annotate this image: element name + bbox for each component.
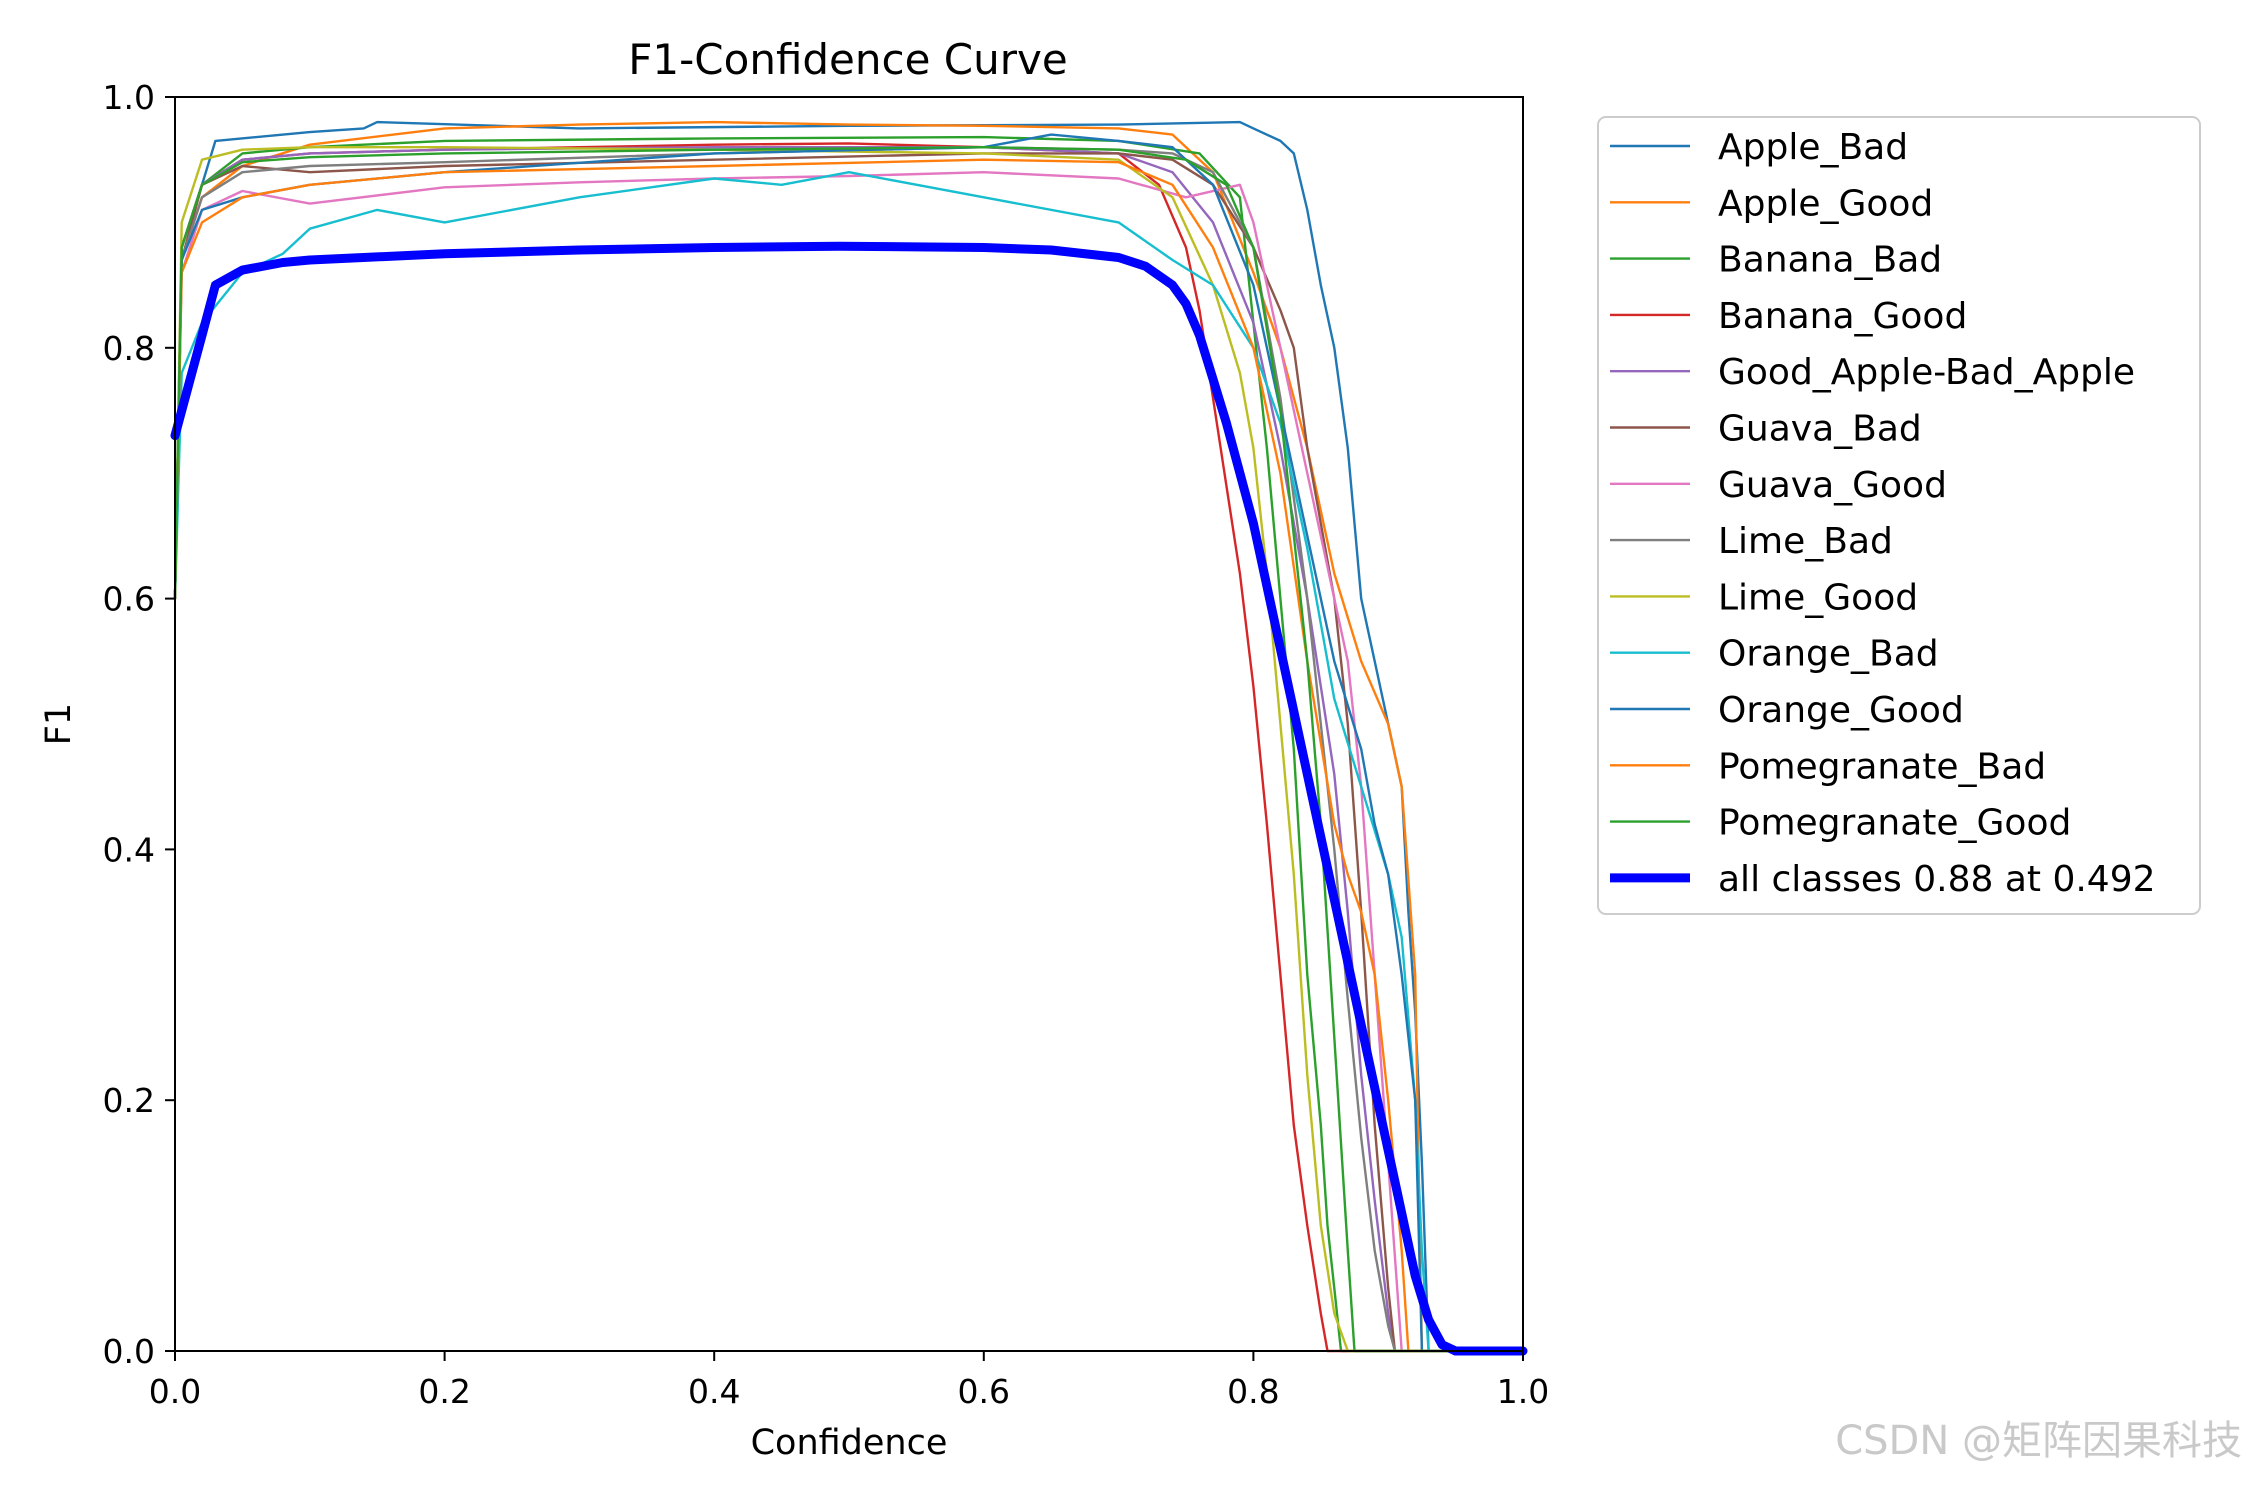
legend-label-7: Lime_Bad [1718, 521, 1893, 562]
x-tick-label-3: 0.6 [958, 1372, 1010, 1411]
legend-label-13: all classes 0.88 at 0.492 [1718, 859, 2156, 900]
legend-label-0: Apple_Bad [1718, 127, 1908, 168]
y-axis-label: F1 [39, 703, 79, 745]
y-tick-label-2: 0.4 [103, 830, 155, 869]
plot-frame [174, 96, 1524, 1352]
series-line-7 [173, 145, 1525, 1353]
watermark: CSDN @矩阵因果科技 [1835, 1418, 2242, 1464]
y-tick-label-4: 0.8 [103, 329, 155, 368]
legend-label-1: Apple_Good [1718, 183, 1933, 224]
x-tick-label-1: 0.2 [418, 1372, 470, 1411]
legend: Apple_Bad Apple_Good Banana_Bad Banana_Good… [1597, 116, 2201, 915]
series-line-11 [173, 158, 1525, 1353]
x-tick-label-0: 0.0 [149, 1372, 201, 1411]
y-axis-ticks: 0.0 0.2 0.4 0.6 0.8 1.0 [103, 78, 175, 1371]
y-tick-label-5: 1.0 [103, 78, 155, 117]
series-line-2 [173, 135, 1525, 1353]
legend-label-10: Orange_Good [1718, 690, 1964, 731]
y-tick-label-3: 0.6 [103, 580, 155, 619]
series-line-0 [173, 120, 1525, 1353]
legend-box [1597, 116, 2201, 915]
series-line-1 [173, 120, 1525, 1353]
y-tick-label-1: 0.2 [103, 1081, 155, 1120]
plot-series [170, 120, 1528, 1356]
legend-label-4: Good_Apple-Bad_Apple [1718, 352, 2135, 393]
x-tick-label-2: 0.4 [688, 1372, 740, 1411]
series-line-5 [173, 152, 1525, 1353]
legend-items: Apple_Bad Apple_Good Banana_Bad Banana_Good… [1610, 127, 2156, 900]
legend-label-8: Lime_Good [1718, 577, 1918, 618]
x-axis-label: Confidence [751, 1423, 948, 1463]
legend-label-11: Pomegranate_Bad [1718, 746, 2046, 787]
series-line-12 [173, 145, 1525, 1353]
series-line-6 [173, 170, 1525, 1353]
y-tick-label-0: 0.0 [103, 1332, 155, 1371]
series-line-13 [170, 241, 1528, 1356]
chart-title: F1-Confidence Curve [628, 35, 1067, 84]
legend-label-9: Orange_Bad [1718, 634, 1939, 675]
series-line-4 [173, 145, 1525, 1353]
legend-label-5: Guava_Bad [1718, 409, 1922, 450]
x-tick-label-4: 0.8 [1227, 1372, 1279, 1411]
legend-label-3: Banana_Good [1718, 296, 1967, 337]
x-axis-ticks: 0.0 0.2 0.4 0.6 0.8 1.0 [149, 1351, 1549, 1411]
series-line-9 [173, 170, 1525, 1353]
legend-label-2: Banana_Bad [1718, 240, 1942, 281]
legend-label-6: Guava_Good [1718, 465, 1947, 506]
legend-label-12: Pomegranate_Good [1718, 803, 2071, 844]
x-tick-label-5: 1.0 [1497, 1372, 1549, 1411]
